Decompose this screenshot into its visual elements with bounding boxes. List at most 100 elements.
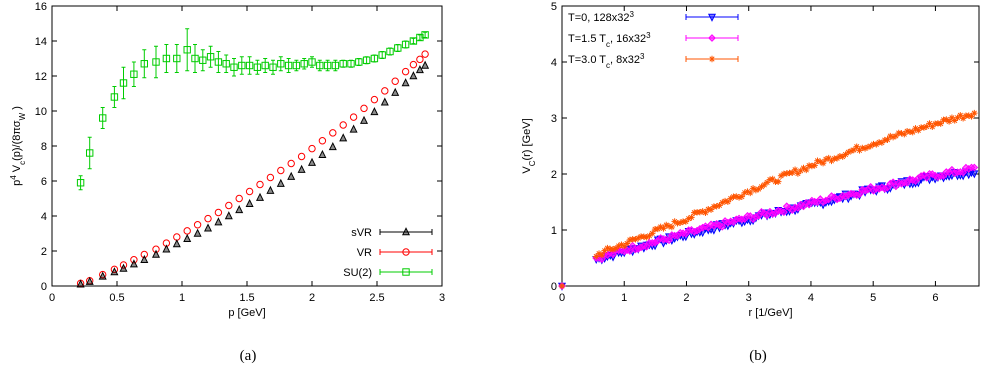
data-point (300, 60, 308, 68)
data-point (415, 65, 424, 74)
chart-b: 0 1 2 3 4 5 6 0 1 2 3 4 5 r [1/GeV] VC(r) [GeV] T=0, 12… (521, 1, 980, 364)
data-point (349, 124, 358, 133)
data-point (663, 221, 670, 229)
legend-label-part: c (606, 40, 610, 49)
data-point (643, 234, 650, 241)
y-axis-label-part: 4 (9, 175, 18, 180)
legend-label: sVR (351, 227, 372, 239)
data-point (140, 254, 149, 263)
data-point (937, 120, 944, 127)
data-point (825, 154, 832, 162)
data-point (316, 61, 324, 70)
data-point (595, 250, 603, 257)
data-point (915, 127, 922, 134)
data-point (601, 247, 608, 254)
data-point (401, 40, 410, 49)
data-point (99, 270, 107, 279)
data-point (173, 54, 181, 63)
data-point (747, 189, 754, 197)
data-point (803, 166, 810, 174)
data-point (761, 181, 768, 189)
data-point (360, 104, 368, 113)
data-point (685, 215, 692, 222)
data-point (901, 130, 908, 138)
data-point (409, 71, 418, 80)
data-point (597, 255, 606, 264)
data-point (183, 233, 192, 242)
data-point (152, 245, 160, 253)
data-point (808, 162, 816, 170)
data-point (758, 183, 765, 190)
data-point (130, 70, 138, 78)
data-point (828, 157, 835, 165)
data-point (266, 185, 275, 194)
x-tick-label: 4 (808, 292, 814, 304)
data-point (381, 87, 389, 95)
data-point (707, 206, 715, 213)
data-point (674, 220, 681, 227)
data-point (409, 60, 418, 69)
data-point (775, 178, 782, 185)
data-point (359, 115, 369, 124)
legend-label: T=1.5 Tc, 16x323 (568, 31, 651, 49)
data-point (789, 169, 796, 176)
data-point (183, 227, 191, 235)
y-axis-label-part: (p)/(8πσ (11, 120, 23, 161)
data-point (635, 234, 642, 242)
plot-frame (51, 5, 443, 287)
data-point (741, 189, 748, 196)
series-2 (558, 109, 978, 290)
data-point (954, 114, 961, 121)
legend-label: T=0, 128x323 (568, 10, 634, 25)
data-point (923, 123, 930, 130)
data-point (85, 276, 94, 285)
data-point (943, 116, 950, 123)
data-point (646, 232, 653, 240)
data-point (391, 87, 400, 96)
data-point (721, 197, 729, 205)
y-tick-label: 2 (551, 169, 557, 181)
data-point (640, 233, 648, 240)
data-point (677, 219, 684, 226)
legend-entry: sVR (351, 227, 433, 239)
data-point (719, 199, 726, 206)
data-point (307, 157, 317, 166)
legend-marker (402, 248, 410, 256)
data-point (378, 51, 386, 59)
data-point (172, 239, 181, 248)
legend-label-part: , 16x32 (610, 33, 646, 45)
data-point (912, 125, 919, 132)
legend-label: VR (357, 247, 372, 259)
data-point (287, 159, 295, 168)
data-point (625, 247, 634, 255)
y-tick-label: 4 (41, 211, 47, 223)
data-point (224, 211, 233, 220)
data-point (266, 173, 275, 182)
data-point (884, 136, 891, 143)
data-point (255, 192, 265, 201)
data-point (855, 190, 864, 199)
data-point (971, 109, 978, 117)
legend-label-part: c (606, 61, 610, 70)
data-point (853, 143, 860, 150)
data-point (727, 195, 734, 202)
data-point (945, 118, 953, 125)
data-point (632, 236, 639, 243)
data-point (892, 132, 900, 140)
legend-label-part: 3 (629, 10, 634, 19)
data-point (203, 223, 213, 232)
data-point (162, 244, 171, 253)
data-point (140, 60, 149, 68)
series-0 (557, 168, 979, 291)
y-axis-label-part: C (528, 160, 537, 166)
data-point (328, 142, 337, 151)
data-point (308, 144, 316, 153)
legend-label-part: T=1.5 T (568, 33, 606, 45)
data-point (416, 55, 424, 64)
data-point (598, 251, 606, 259)
data-point (152, 58, 160, 66)
data-point (738, 193, 746, 200)
x-tick-label: 0 (559, 292, 565, 304)
